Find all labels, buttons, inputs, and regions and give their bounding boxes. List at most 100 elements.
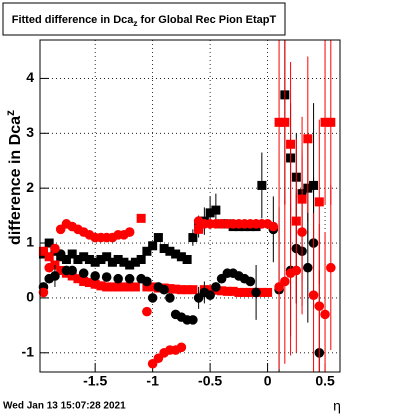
marker-square <box>188 285 198 295</box>
marker-square <box>130 257 140 267</box>
marker-square <box>73 255 83 265</box>
marker-circle <box>303 262 313 273</box>
marker-circle <box>320 309 330 320</box>
marker-square <box>240 287 250 297</box>
x-tick-label: -0.5 <box>198 373 222 389</box>
frame <box>39 39 341 373</box>
marker-square <box>176 252 186 262</box>
marker-square <box>38 246 48 256</box>
marker-square <box>79 252 89 262</box>
marker-square <box>211 205 221 215</box>
subscript: z <box>133 19 137 28</box>
marker-square <box>44 252 54 262</box>
marker-circle <box>188 315 198 325</box>
marker-square <box>119 282 129 292</box>
marker-circle <box>50 243 60 254</box>
marker-circle <box>245 276 256 287</box>
marker-square <box>280 117 290 127</box>
marker-square <box>171 284 181 294</box>
marker-square <box>90 257 100 267</box>
marker-circle <box>314 301 325 311</box>
x-tick-label: 0 <box>264 373 272 389</box>
marker-square <box>263 287 273 297</box>
text-part: Fitted difference in Dca <box>12 14 135 26</box>
marker-circle <box>147 293 158 303</box>
text-part: for Global Rec Pion EtapT <box>138 14 277 26</box>
marker-square <box>67 271 77 281</box>
marker-circle <box>101 272 112 282</box>
marker-square <box>314 197 324 207</box>
marker-circle <box>142 276 152 287</box>
marker-square <box>73 274 83 284</box>
marker-square <box>79 276 89 286</box>
marker-square <box>130 282 140 292</box>
marker-circle <box>113 273 123 284</box>
marker-circle <box>176 342 187 353</box>
marker-square <box>125 282 135 292</box>
marker-square <box>194 224 204 234</box>
marker-circle <box>44 262 54 273</box>
marker-square <box>61 255 71 265</box>
marker-square <box>84 278 94 288</box>
marker-square <box>286 139 296 149</box>
title-box <box>2 2 286 36</box>
marker-square <box>56 265 66 275</box>
marker-square <box>96 255 106 265</box>
y-tick-label: 4 <box>26 69 34 85</box>
marker-square <box>182 285 192 295</box>
marker-circle <box>78 268 89 279</box>
x-tick-label: -1 <box>146 373 159 389</box>
marker-square <box>136 255 146 265</box>
x-tick-label: -1.5 <box>83 373 107 389</box>
marker-square <box>257 287 267 297</box>
y-tick-label: 1 <box>26 234 34 250</box>
marker-square <box>96 281 106 291</box>
y-axis-label: difference in Dcaz <box>3 110 24 245</box>
marker-circle <box>326 262 336 273</box>
marker-square <box>148 282 158 292</box>
marker-square <box>228 286 238 296</box>
marker-square <box>44 238 54 248</box>
marker-square <box>113 282 123 292</box>
marker-square <box>142 282 152 292</box>
marker-square <box>176 285 186 295</box>
marker-square <box>320 117 330 127</box>
marker-square <box>234 287 244 297</box>
y-tick-label: 3 <box>26 124 34 140</box>
marker-square <box>142 246 152 256</box>
marker-square <box>125 260 135 270</box>
marker-square <box>165 284 175 294</box>
subscript: z <box>3 110 17 116</box>
marker-square <box>148 241 158 251</box>
marker-square <box>245 287 255 297</box>
marker-circle <box>308 290 319 300</box>
marker-circle <box>251 287 261 298</box>
y-tick-label: 0 <box>26 289 34 305</box>
marker-square <box>102 252 112 262</box>
marker-square <box>136 213 146 223</box>
marker-circle <box>38 287 49 298</box>
y-tick-label: 2 <box>26 179 34 195</box>
marker-square <box>326 117 336 127</box>
marker-square <box>113 255 123 265</box>
marker-circle <box>159 284 169 295</box>
marker-square <box>205 208 215 218</box>
marker-square <box>188 233 198 243</box>
text-part: difference in Dca <box>7 116 24 245</box>
marker-square <box>171 249 181 259</box>
marker-square <box>205 285 215 295</box>
marker-circle <box>268 221 279 232</box>
marker-square <box>107 257 117 267</box>
marker-circle <box>211 282 221 292</box>
marker-circle <box>165 293 175 303</box>
marker-square <box>274 117 284 127</box>
marker-circle <box>280 276 290 287</box>
marker-square <box>84 255 94 265</box>
marker-square <box>107 282 117 292</box>
footer: Wed Jan 13 15:07:28 2021 <box>3 401 126 412</box>
marker-circle <box>67 265 77 276</box>
marker-square <box>303 134 313 144</box>
marker-circle <box>124 227 135 237</box>
